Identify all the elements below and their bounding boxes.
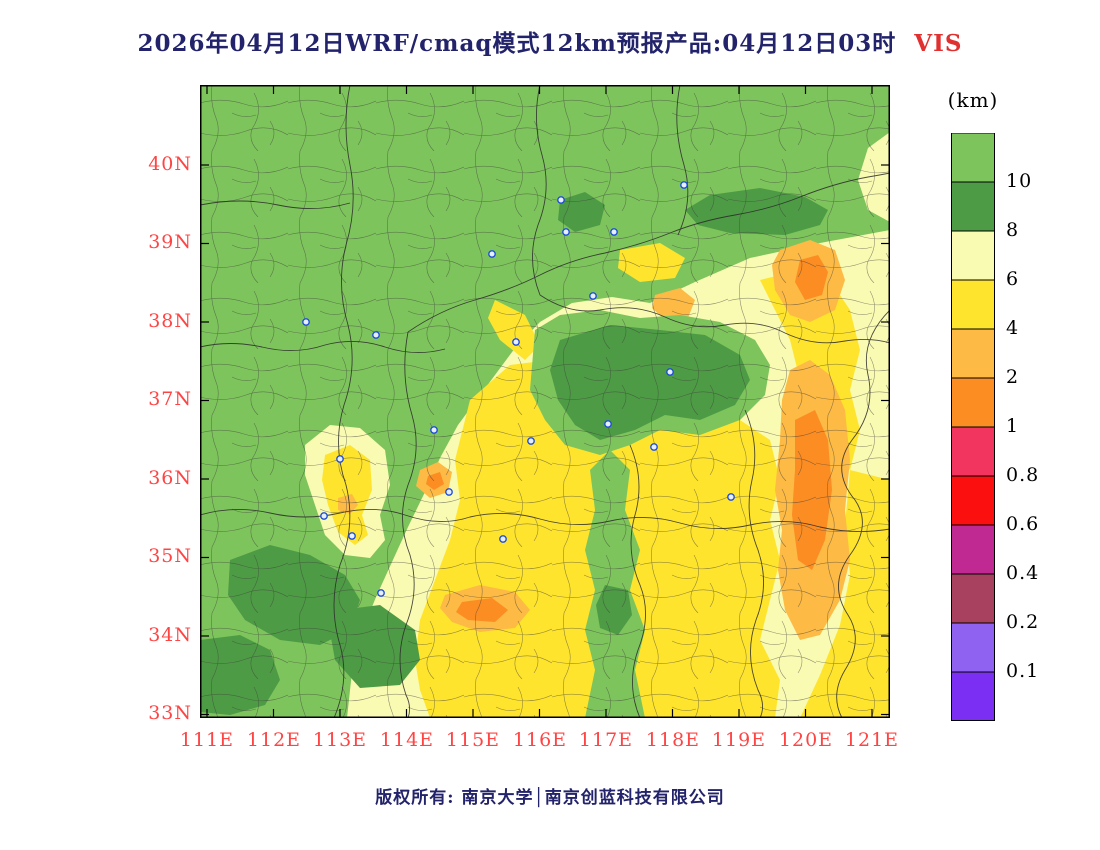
station-marker <box>727 493 735 501</box>
page-title: 2026年04月12日WRF/cmaq模式12km预报产品:04月12日03时 V… <box>0 24 1100 58</box>
lat-label-39n: 39N <box>148 231 192 253</box>
legend-swatch <box>951 181 995 232</box>
lon-label-118e: 118E <box>645 729 701 751</box>
boundary-line <box>539 294 890 344</box>
boundary-line <box>532 85 547 296</box>
legend-tick-6: 6 <box>1006 268 1020 290</box>
copyright-text: 版权所有: 南京大学│南京创蓝科技有限公司 <box>375 788 725 808</box>
lon-label-115e: 115E <box>445 729 501 751</box>
boundary-line <box>676 85 689 236</box>
county-boundaries <box>200 85 890 718</box>
forecast-map <box>200 85 890 718</box>
lat-label-36n: 36N <box>148 467 192 489</box>
boundary-line <box>399 331 417 718</box>
legend-swatch <box>951 475 995 526</box>
legend-swatch <box>951 230 995 281</box>
boundary-line <box>200 341 446 353</box>
legend-swatch <box>951 524 995 575</box>
boundary-line <box>629 444 646 718</box>
lat-label-34n: 34N <box>148 624 192 646</box>
station-marker <box>377 589 385 597</box>
lon-label-121e: 121E <box>844 729 900 751</box>
boundary-line <box>200 508 890 533</box>
station-marker <box>680 181 688 189</box>
legend-tick-4: 4 <box>1006 317 1020 339</box>
boundary-line <box>744 409 764 718</box>
legend-swatch <box>951 132 995 183</box>
lat-label-33n: 33N <box>148 702 192 724</box>
lat-label-38n: 38N <box>148 310 192 332</box>
lon-label-116e: 116E <box>512 729 568 751</box>
lat-label-35n: 35N <box>148 545 192 567</box>
legend-tick-0-8: 0.8 <box>1006 464 1040 486</box>
station-marker <box>604 420 612 428</box>
station-marker <box>302 318 310 326</box>
lon-label-114e: 114E <box>379 729 435 751</box>
title-variable: VIS <box>914 30 963 57</box>
legend-swatch <box>951 279 995 330</box>
lat-label-37n: 37N <box>148 388 192 410</box>
station-marker <box>320 512 328 520</box>
visibility-contour-map <box>200 85 890 718</box>
station-marker <box>610 228 618 236</box>
lon-label-113e: 113E <box>312 729 368 751</box>
legend-colorbar <box>951 132 995 725</box>
station-marker <box>527 437 535 445</box>
lat-label-40n: 40N <box>148 153 192 175</box>
station-marker <box>348 532 356 540</box>
station-marker <box>499 535 507 543</box>
lon-label-117e: 117E <box>578 729 634 751</box>
station-marker <box>372 331 380 339</box>
station-marker <box>557 196 565 204</box>
station-marker <box>562 228 570 236</box>
station-marker <box>650 443 658 451</box>
legend-tick-1: 1 <box>1006 415 1020 437</box>
legend-tick-8: 8 <box>1006 219 1020 241</box>
lon-label-120e: 120E <box>778 729 834 751</box>
legend-swatch <box>951 671 995 721</box>
legend-swatch <box>951 573 995 624</box>
legend-swatch <box>951 377 995 428</box>
lon-label-111e: 111E <box>179 729 235 751</box>
lon-label-119e: 119E <box>711 729 767 751</box>
legend-tick-0-1: 0.1 <box>1006 660 1040 682</box>
map-border <box>200 85 890 718</box>
boundary-line <box>836 309 890 718</box>
station-marker <box>445 488 453 496</box>
boundary-line <box>200 200 351 210</box>
boundary-line <box>407 172 890 333</box>
legend-swatch <box>951 426 995 477</box>
legend-tick-0-4: 0.4 <box>1006 562 1040 584</box>
legend-tick-10: 10 <box>1006 170 1033 192</box>
legend-swatch <box>951 622 995 673</box>
station-marker <box>589 292 597 300</box>
station-marker <box>512 338 520 346</box>
legend-tick-0-6: 0.6 <box>1006 513 1040 535</box>
legend-unit-label: (km) <box>947 88 999 112</box>
title-text: 2026年04月12日WRF/cmaq模式12km预报产品:04月12日03时 <box>137 30 897 57</box>
legend-swatch <box>951 328 995 379</box>
legend-tick-2: 2 <box>1006 366 1020 388</box>
station-marker <box>336 455 344 463</box>
boundary-line <box>333 85 354 718</box>
lon-label-112e: 112E <box>246 729 302 751</box>
station-markers <box>302 181 735 597</box>
province-boundaries <box>200 85 890 718</box>
station-marker <box>488 250 496 258</box>
station-marker <box>666 368 674 376</box>
station-marker <box>430 426 438 434</box>
legend-tick-0-2: 0.2 <box>1006 611 1040 633</box>
